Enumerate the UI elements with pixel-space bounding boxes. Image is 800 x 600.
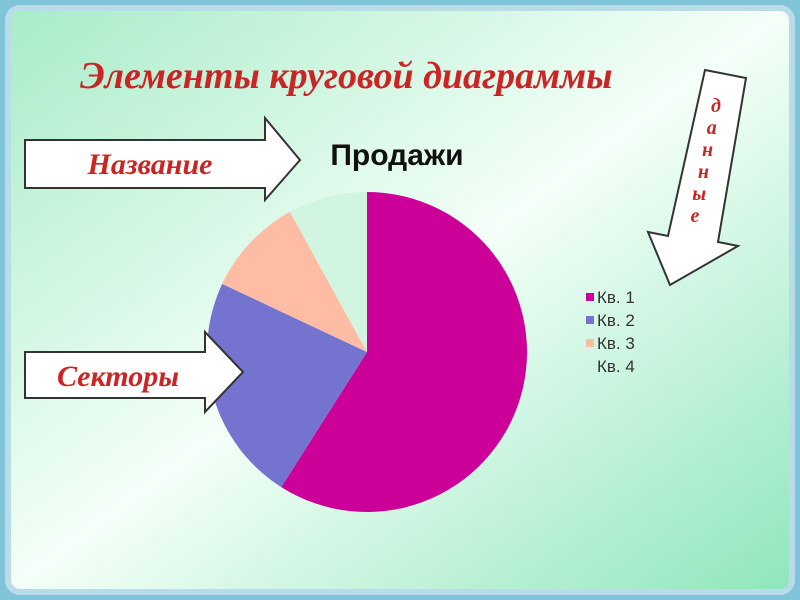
legend: Кв. 1 Кв. 2 Кв. 3 Кв. 4 <box>586 288 635 376</box>
legend-label: Кв. 4 <box>597 357 635 376</box>
pie-slice <box>207 283 367 488</box>
legend-swatch <box>586 362 594 370</box>
pie-slice <box>281 192 527 512</box>
pie-slice <box>222 211 367 352</box>
pie-chart <box>207 192 527 512</box>
heading: Элементы круговой диаграммы <box>80 55 613 97</box>
sectors-callout: Секторы <box>57 360 179 393</box>
legend-label: Кв. 1 <box>597 288 635 307</box>
title-arrow <box>24 115 302 203</box>
data-arrow <box>646 68 748 287</box>
pie-slice <box>289 192 367 352</box>
legend-swatch <box>586 293 594 301</box>
legend-label: Кв. 2 <box>597 311 635 330</box>
legend-swatch <box>586 316 594 324</box>
sectors-arrow <box>24 329 245 415</box>
legend-label: Кв. 3 <box>597 334 635 353</box>
legend-swatch <box>586 339 594 347</box>
chart-title: Продажи <box>330 139 463 172</box>
title-callout: Название <box>87 148 213 181</box>
